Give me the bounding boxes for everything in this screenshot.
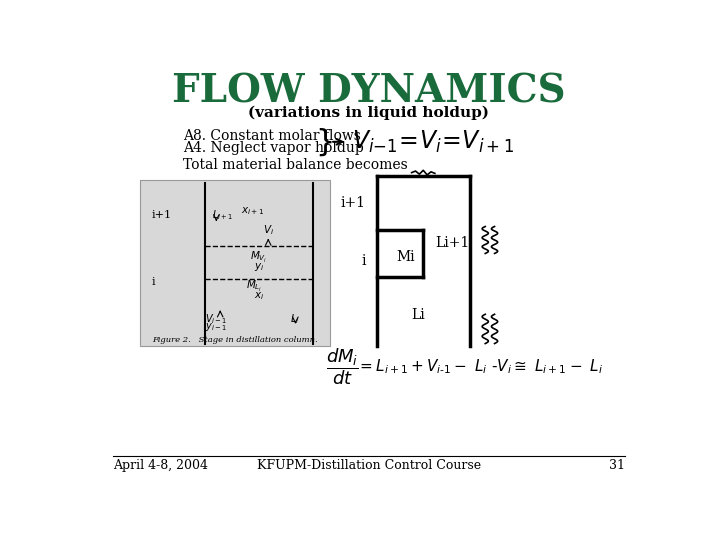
Text: $L_{i+1}$: $L_{i+1}$ xyxy=(212,208,234,222)
Text: i+1: i+1 xyxy=(152,210,172,220)
Text: $=L_{i+1}+V_{i\text{-}1}-\ L_i\ \text{-}V_i \cong \ L_{i+1}-\ L_i$: $=L_{i+1}+V_{i\text{-}1}-\ L_i\ \text{-}… xyxy=(357,357,603,376)
Text: $V_i$: $V_i$ xyxy=(263,224,274,237)
Text: $x_i$: $x_i$ xyxy=(253,290,264,302)
Text: A8. Constant molar flows: A8. Constant molar flows xyxy=(183,129,361,143)
Text: Total material balance becomes: Total material balance becomes xyxy=(183,158,408,172)
Text: (variations in liquid holdup): (variations in liquid holdup) xyxy=(248,105,490,120)
Text: Li: Li xyxy=(412,308,426,322)
Text: $M_{L_i}$: $M_{L_i}$ xyxy=(246,279,263,294)
Text: $\}$: $\}$ xyxy=(315,126,332,158)
Text: Figure 2.   Stage in distillation column.: Figure 2. Stage in distillation column. xyxy=(152,336,318,343)
Text: KFUPM-Distillation Control Course: KFUPM-Distillation Control Course xyxy=(257,458,481,472)
FancyBboxPatch shape xyxy=(140,180,330,346)
Text: $V_{i\mathsf{-}1}\!=\!V_i\!=\!V_{i+1}$: $V_{i\mathsf{-}1}\!=\!V_i\!=\!V_{i+1}$ xyxy=(352,129,514,155)
Text: $y_i$: $y_i$ xyxy=(253,260,264,273)
Text: $x_{i+1}$: $x_{i+1}$ xyxy=(241,205,264,217)
Text: A4. Neglect vapor holdup: A4. Neglect vapor holdup xyxy=(183,141,364,155)
Text: Li+1: Li+1 xyxy=(435,237,469,251)
Text: $\dfrac{dM_i}{dt}$: $\dfrac{dM_i}{dt}$ xyxy=(326,346,359,387)
Text: i+1: i+1 xyxy=(341,197,366,211)
Text: $y_{i-1}$: $y_{i-1}$ xyxy=(205,321,228,333)
Text: i: i xyxy=(361,254,366,268)
Text: $L_i$: $L_i$ xyxy=(290,312,300,326)
Text: $V_{i-1}$: $V_{i-1}$ xyxy=(205,312,228,326)
Text: 31: 31 xyxy=(608,458,625,472)
Text: $M_{V_i}$: $M_{V_i}$ xyxy=(251,250,268,265)
Text: i: i xyxy=(152,277,156,287)
Text: April 4-8, 2004: April 4-8, 2004 xyxy=(113,458,208,472)
Text: Mi: Mi xyxy=(396,251,415,264)
Text: FLOW DYNAMICS: FLOW DYNAMICS xyxy=(172,73,566,111)
